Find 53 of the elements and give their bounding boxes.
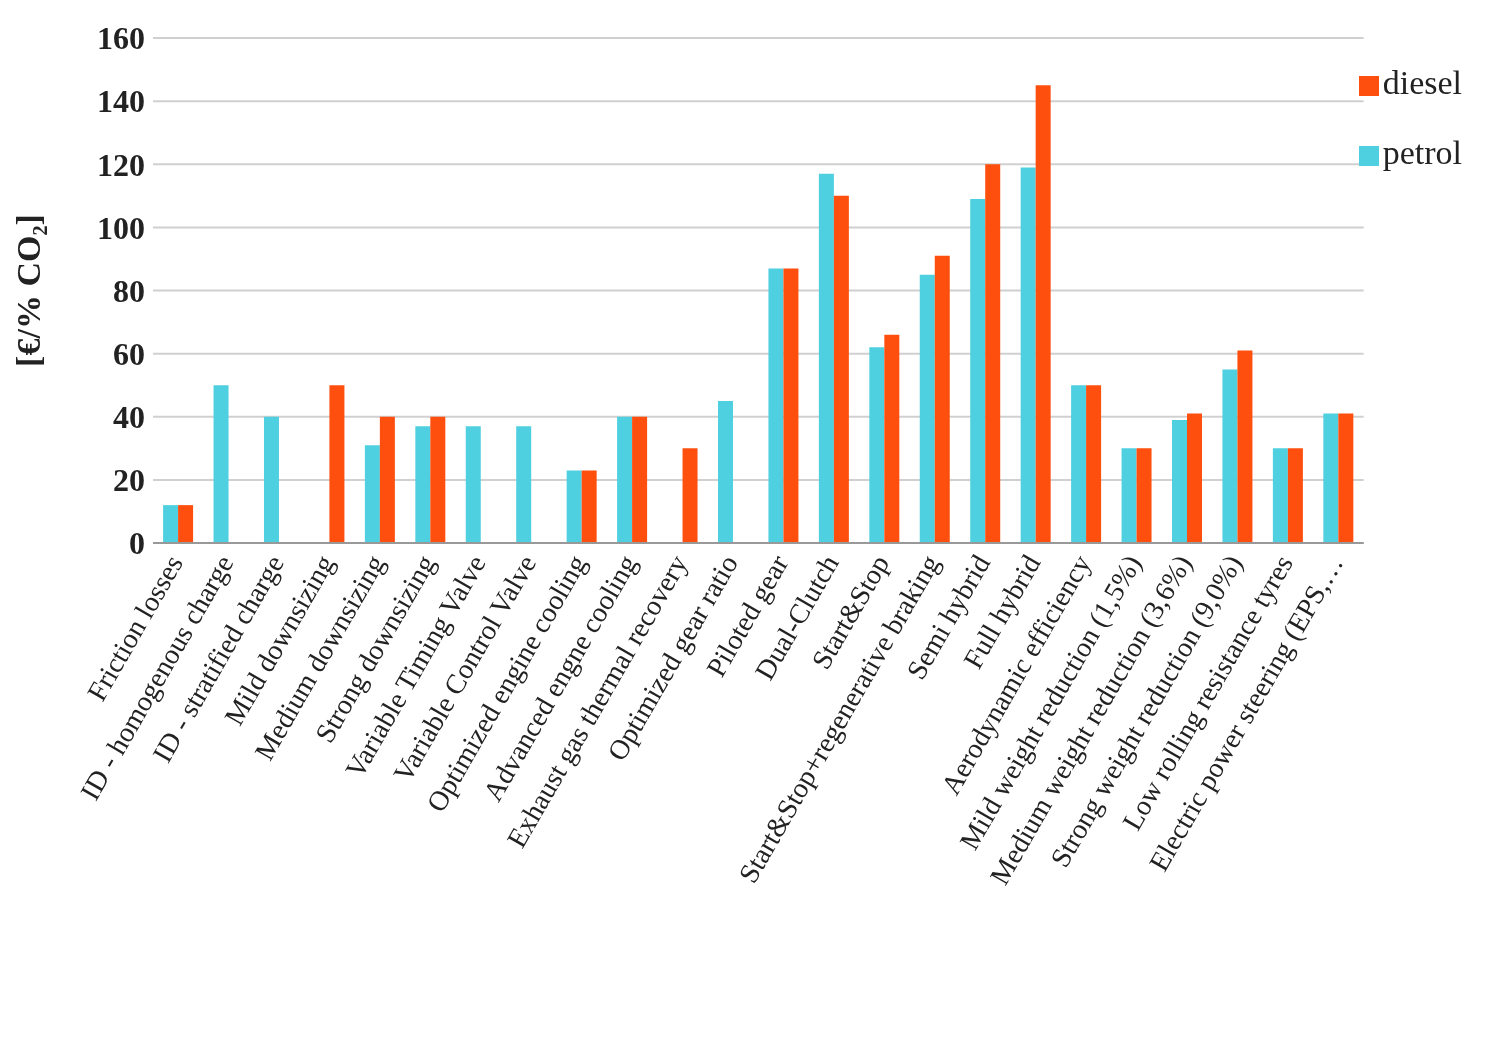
bar — [178, 505, 194, 543]
bar — [717, 400, 733, 543]
bar — [465, 426, 481, 543]
bar — [1287, 448, 1303, 543]
bar — [1020, 167, 1036, 543]
y-axis-title: [€/% CO₂] — [10, 214, 48, 367]
bar — [934, 255, 950, 543]
y-tick-label: 140 — [97, 83, 145, 120]
bar — [1323, 413, 1339, 543]
bar — [869, 347, 885, 543]
bar — [617, 416, 633, 543]
legend-label: diesel — [1382, 64, 1462, 101]
bar — [1086, 385, 1102, 543]
bar — [1172, 419, 1187, 543]
y-tick-label: 60 — [113, 335, 145, 372]
bar — [1237, 350, 1253, 543]
bar — [783, 268, 799, 543]
y-tick-label: 20 — [113, 462, 145, 499]
y-tick-label: 160 — [97, 20, 145, 57]
bar — [1121, 448, 1137, 543]
bar — [415, 426, 431, 543]
bar — [379, 416, 395, 543]
bar — [516, 426, 532, 543]
bar — [1187, 413, 1202, 543]
bar — [682, 448, 698, 543]
bar — [163, 505, 179, 543]
bar — [1071, 385, 1087, 543]
bar — [1222, 369, 1238, 543]
bar — [1272, 448, 1288, 543]
bar — [1136, 448, 1152, 543]
bar — [970, 198, 986, 543]
bar — [430, 416, 446, 543]
bar — [1035, 85, 1051, 543]
y-tick-label: 40 — [113, 399, 145, 436]
y-tick-label: 80 — [113, 272, 145, 309]
bar — [1338, 413, 1354, 543]
bar — [581, 470, 597, 543]
bar — [884, 334, 900, 543]
bar — [768, 268, 784, 543]
bar — [833, 195, 849, 543]
legend-label: petrol — [1382, 134, 1462, 171]
bar — [364, 445, 380, 543]
bar — [818, 173, 834, 543]
bar — [566, 470, 582, 543]
bar — [985, 164, 1001, 543]
bar — [213, 385, 229, 543]
bar — [632, 416, 648, 543]
bar — [919, 274, 935, 543]
y-tick-label: 100 — [97, 209, 145, 246]
y-tick-label: 120 — [97, 146, 145, 183]
bar — [329, 385, 345, 543]
y-tick-label: 0 — [129, 525, 145, 562]
bar — [263, 416, 279, 543]
